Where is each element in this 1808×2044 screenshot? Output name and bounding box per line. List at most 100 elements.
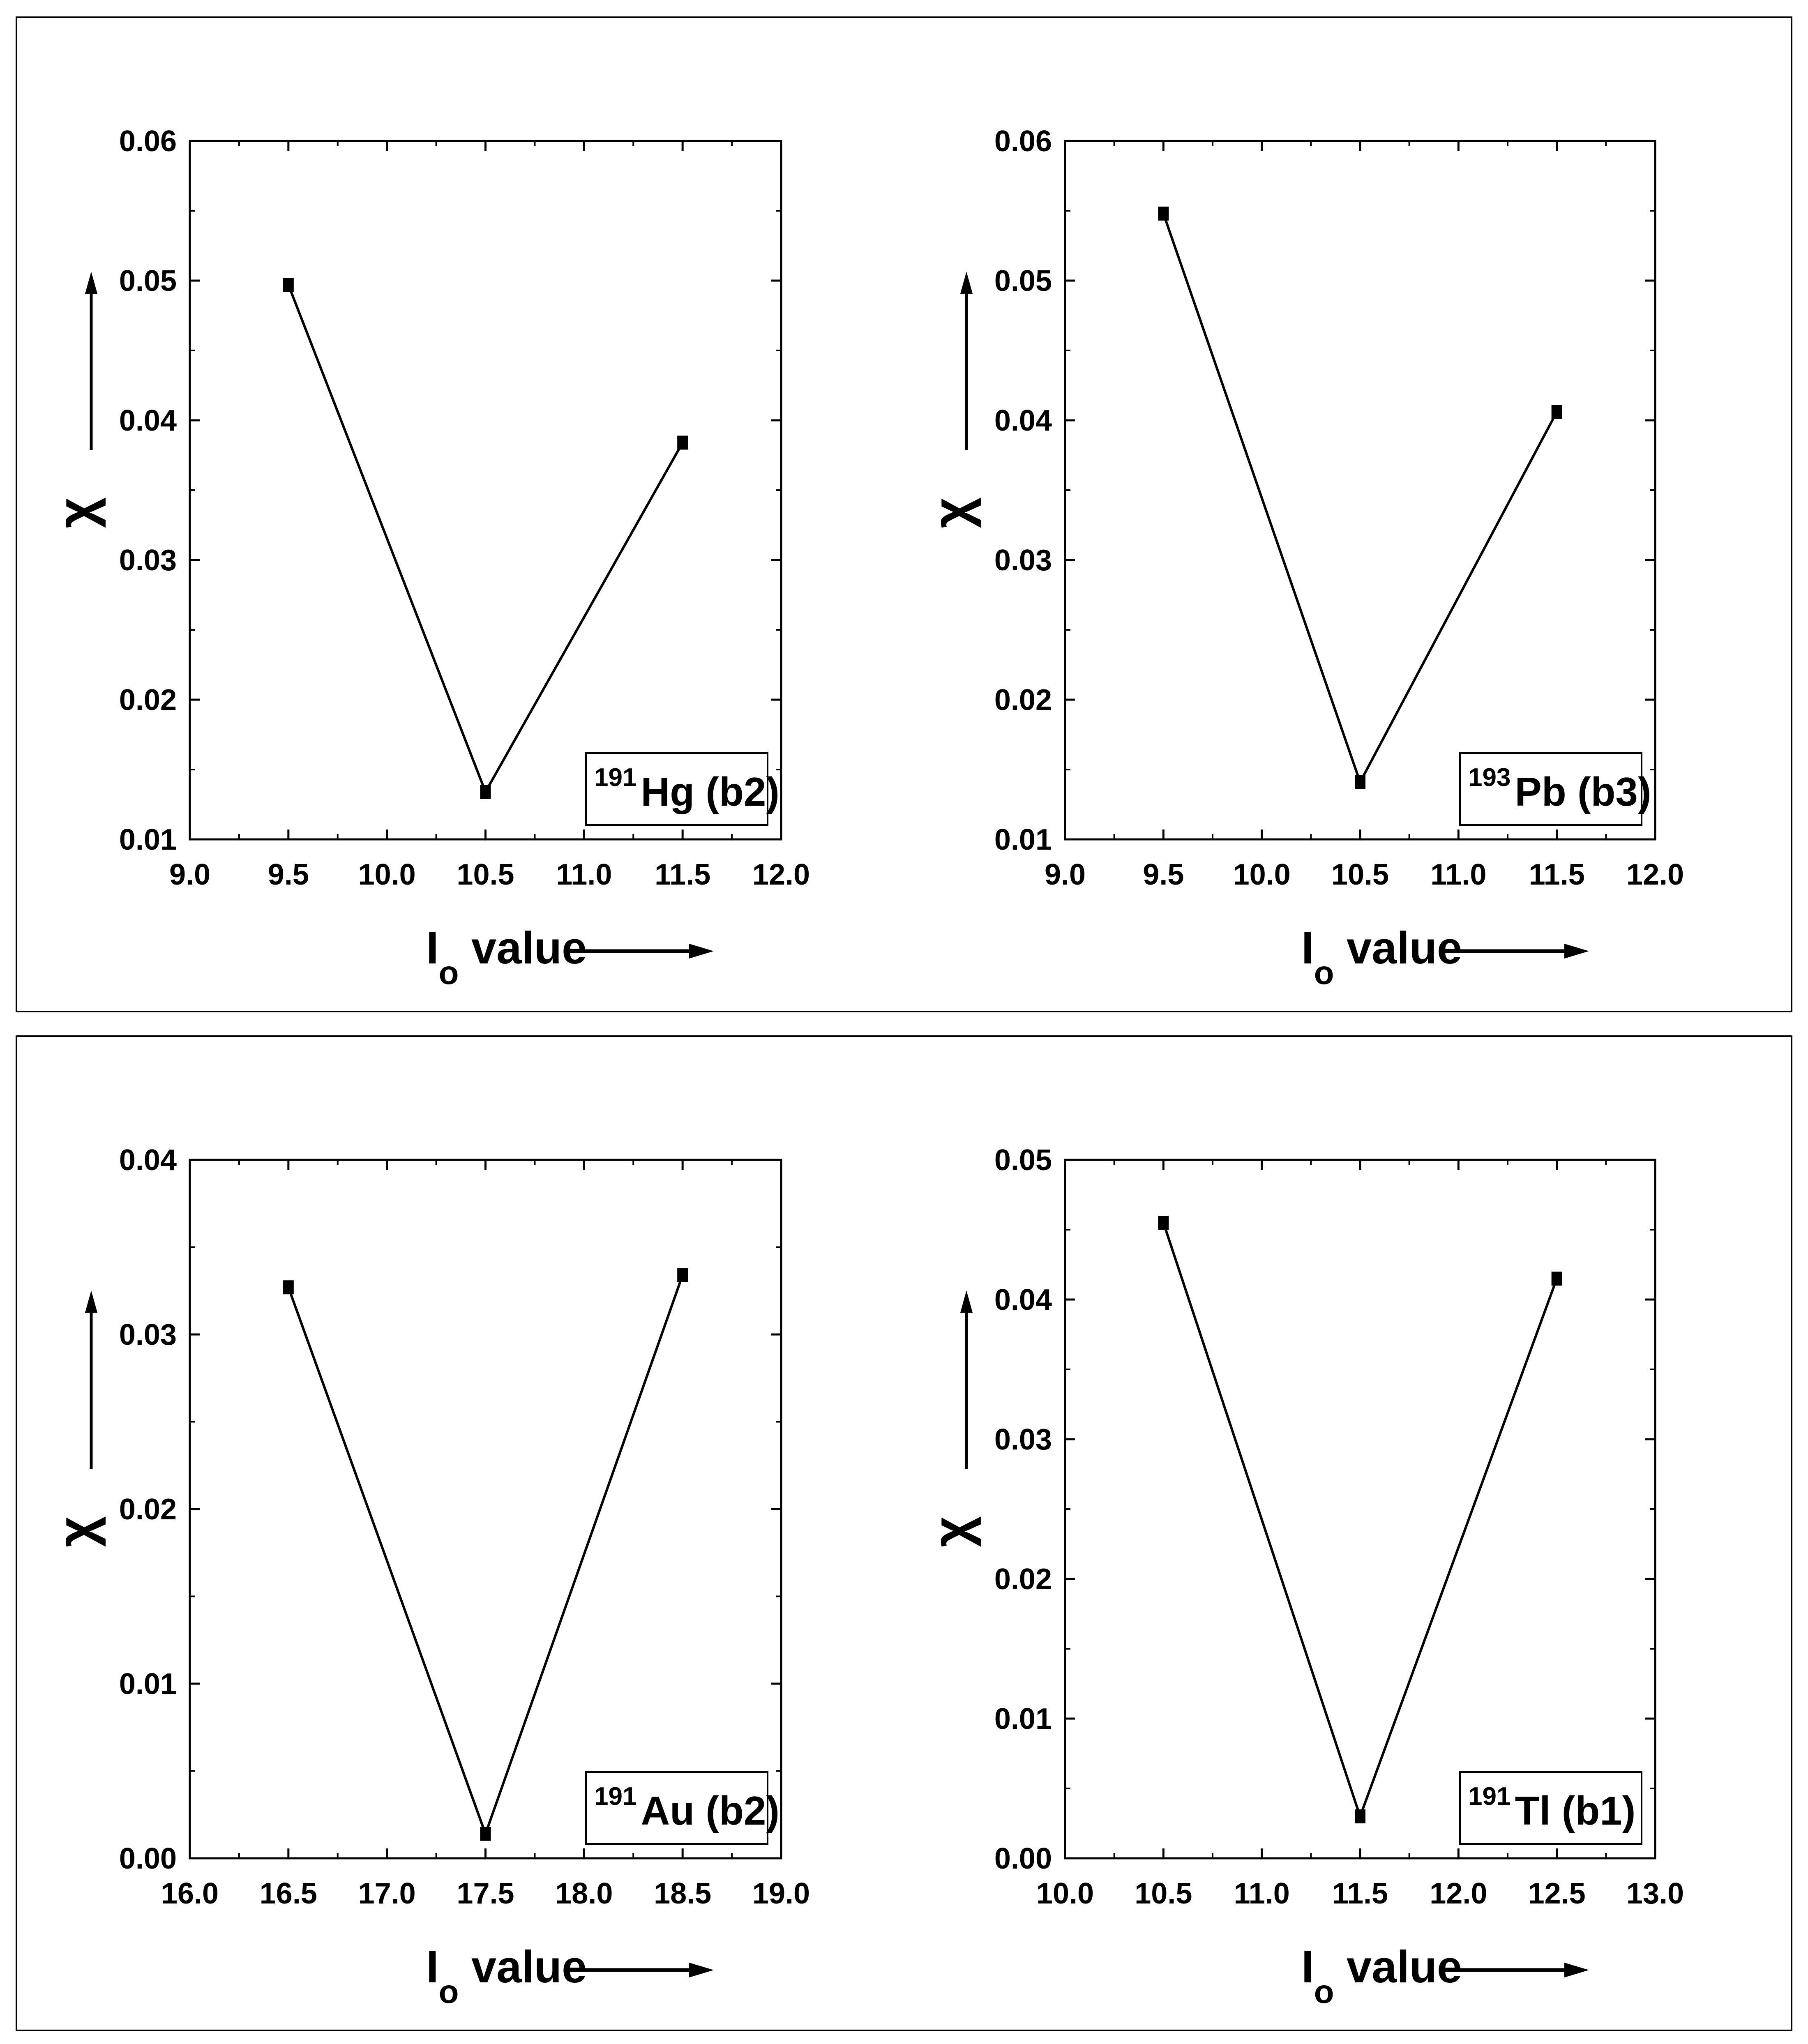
x-axis-label-main: I <box>426 923 439 973</box>
bottom-row-frame <box>16 1035 1792 2031</box>
nucleus-label: 193 Pb (b3) <box>1468 763 1651 814</box>
x-axis-label-main: I <box>426 1942 439 1992</box>
y-tick-label: 0.06 <box>119 125 177 158</box>
x-tick-label: 9.0 <box>1045 858 1086 891</box>
data-point <box>283 278 294 292</box>
x-axis-label: Io value <box>1301 1942 1462 2010</box>
y-tick-label: 0.03 <box>119 1318 177 1351</box>
data-point <box>480 1827 491 1841</box>
y-tick-label: 0.02 <box>994 1563 1052 1596</box>
nucleus-label: 191 Tl (b1) <box>1468 1782 1635 1833</box>
y-tick-label: 0.05 <box>994 265 1052 297</box>
y-axis-arrow-head <box>85 1290 97 1313</box>
x-tick-label: 11.5 <box>1529 858 1585 891</box>
x-tick-label: 10.0 <box>1036 1877 1094 1910</box>
x-tick-label: 9.5 <box>1143 858 1184 891</box>
y-tick-label: 0.04 <box>994 1284 1052 1316</box>
data-point <box>1355 775 1365 789</box>
x-axis-label-main: I <box>1301 923 1314 973</box>
y-axis-arrow-head <box>960 272 973 294</box>
element-name: Hg (b2) <box>641 769 779 814</box>
y-axis-arrow-head <box>960 1290 973 1313</box>
data-point <box>1355 1809 1365 1823</box>
x-axis-label: Io value <box>426 1942 587 2010</box>
x-tick-label: 11.5 <box>1332 1877 1388 1910</box>
x-axis-arrow-head <box>1564 944 1589 959</box>
element-name: Tl (b1) <box>1515 1788 1635 1833</box>
y-tick-label: 0.03 <box>994 1423 1052 1456</box>
y-tick-label: 0.02 <box>119 1493 177 1526</box>
panel-tl191: 10.0 10.5 11.0 11.5 12.0 12.5 13.0 0.00 0.01 0.02… <box>921 1144 1684 2010</box>
y-tick-label: 0.05 <box>119 265 177 297</box>
y-tick-label: 0.04 <box>994 404 1052 437</box>
x-tick-label: 18.0 <box>555 1877 613 1910</box>
x-axis-label-rest: value <box>1334 923 1462 973</box>
x-axis-label-sub: o <box>439 954 459 991</box>
x-axis-label-rest: value <box>459 1942 587 1992</box>
y-tick-label: 0.04 <box>119 1144 177 1177</box>
element-name: Pb (b3) <box>1515 769 1651 814</box>
x-tick-label: 12.0 <box>1430 1877 1487 1910</box>
mass-number: 191 <box>594 1782 636 1811</box>
x-tick-label: 11.0 <box>556 858 612 891</box>
x-tick-label: 17.5 <box>457 1877 514 1910</box>
nucleus-label-box <box>585 1771 768 1845</box>
nucleus-label: 191 Hg (b2) <box>594 763 779 814</box>
y-tick-label: 0.01 <box>994 823 1052 856</box>
x-tick-label: 10.0 <box>1233 858 1291 891</box>
x-axis-label-sub: o <box>1314 1973 1334 2010</box>
x-tick-label: 10.0 <box>358 858 416 891</box>
nucleus-label-box <box>585 752 768 826</box>
y-axis-label: χ <box>46 497 106 528</box>
y-axis-label: χ <box>921 1516 981 1547</box>
data-point <box>283 1280 294 1295</box>
y-axis-label: χ <box>46 1516 106 1547</box>
x-axis-label-rest: value <box>1334 1942 1462 1992</box>
y-axis-label: χ <box>921 497 981 528</box>
data-point <box>677 436 688 450</box>
y-tick-label: 0.00 <box>119 1842 177 1875</box>
x-tick-label: 13.0 <box>1626 1877 1684 1910</box>
y-tick-label: 0.04 <box>119 404 177 437</box>
x-tick-label: 18.5 <box>654 1877 711 1910</box>
panel-pb193: 9.0 9.5 10.0 10.5 11.0 11.5 12.0 0.01 0.02 0.03 0.… <box>921 125 1684 991</box>
x-tick-label: 9.0 <box>169 858 210 891</box>
x-tick-label: 12.5 <box>1528 1877 1586 1910</box>
y-tick-label: 0.00 <box>994 1842 1052 1875</box>
y-tick-label: 0.02 <box>994 684 1052 717</box>
x-axis-label: Io value <box>426 923 587 991</box>
x-axis-label-main: I <box>1301 1942 1314 1992</box>
y-tick-label: 0.01 <box>119 1668 177 1701</box>
y-tick-label: 0.03 <box>119 544 177 577</box>
y-axis-arrow-head <box>85 272 97 294</box>
nucleus-label-box <box>1459 752 1642 826</box>
x-tick-label: 16.5 <box>260 1877 317 1910</box>
x-axis-label-sub: o <box>1314 954 1334 991</box>
x-axis-arrow-head <box>689 1963 714 1977</box>
element-name: Au (b2) <box>641 1788 779 1833</box>
mass-number: 191 <box>594 763 636 792</box>
x-tick-label: 10.5 <box>457 858 514 891</box>
x-tick-label: 10.5 <box>1135 1877 1192 1910</box>
x-tick-label: 9.5 <box>268 858 309 891</box>
x-axis-label-sub: o <box>439 1973 459 2010</box>
y-tick-label: 0.03 <box>994 544 1052 577</box>
x-axis-arrow-head <box>1564 1963 1589 1977</box>
y-tick-label: 0.02 <box>119 684 177 717</box>
panel-hg191: 9.0 9.5 10.0 10.5 11.0 11.5 12.0 0.01 0.02 0.03 0.… <box>46 125 810 991</box>
data-point <box>480 785 491 799</box>
nucleus-label-box <box>1459 1771 1642 1845</box>
x-tick-label: 12.0 <box>752 858 810 891</box>
nucleus-label: 191 Au (b2) <box>594 1782 779 1833</box>
x-tick-label: 11.5 <box>655 858 710 891</box>
data-point <box>677 1268 688 1282</box>
y-tick-label: 0.06 <box>994 125 1052 158</box>
mass-number: 191 <box>1468 1782 1511 1811</box>
x-tick-label: 19.0 <box>752 1877 810 1910</box>
data-point <box>1551 405 1562 419</box>
panel-au191: 16.0 16.5 17.0 17.5 18.0 18.5 19.0 0.00 0.01 0.02… <box>46 1144 810 2010</box>
data-point <box>1551 1272 1562 1286</box>
x-axis-arrow-head <box>689 944 714 959</box>
y-tick-label: 0.01 <box>994 1703 1052 1735</box>
